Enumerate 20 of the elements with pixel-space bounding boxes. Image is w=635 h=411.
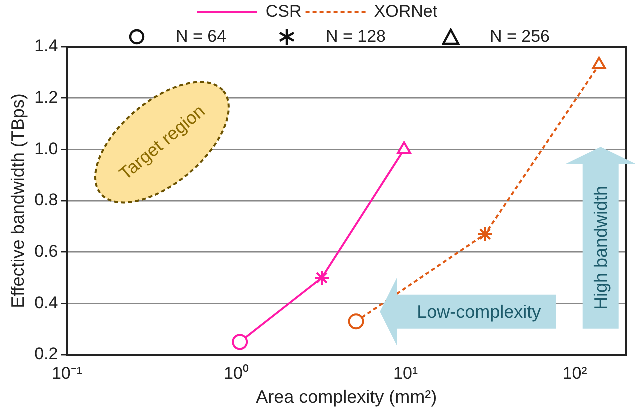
text: N = 256: [490, 27, 550, 47]
legend-label: CSR: [266, 2, 302, 22]
x-tick-label: 10⁻¹: [52, 364, 83, 383]
text: N = 128: [326, 27, 386, 47]
x-tick-label: 10²: [562, 364, 588, 383]
y-tick-label: 1.0: [34, 139, 58, 158]
y-tick-label: 1.2: [34, 88, 58, 108]
y-axis-title: Effective bandwidth (TBps): [8, 94, 28, 308]
annotation: High bandwidth: [590, 186, 611, 310]
y-tick-label: 0.4: [34, 293, 58, 312]
annotation: Low-complexity: [417, 302, 542, 322]
x-tick-label: 10⁰: [224, 364, 249, 383]
legend-label: XORNet: [374, 2, 438, 22]
y-tick-label: 1.4: [34, 36, 58, 56]
x-axis-title: Area complexity (mm²): [256, 387, 438, 408]
y-tick-label: 0.6: [34, 242, 58, 262]
text: N = 64: [176, 27, 227, 47]
y-tick-label: 0.2: [34, 344, 58, 364]
y-tick-label: 0.8: [34, 190, 58, 210]
x-tick-label: 10¹: [393, 364, 418, 383]
